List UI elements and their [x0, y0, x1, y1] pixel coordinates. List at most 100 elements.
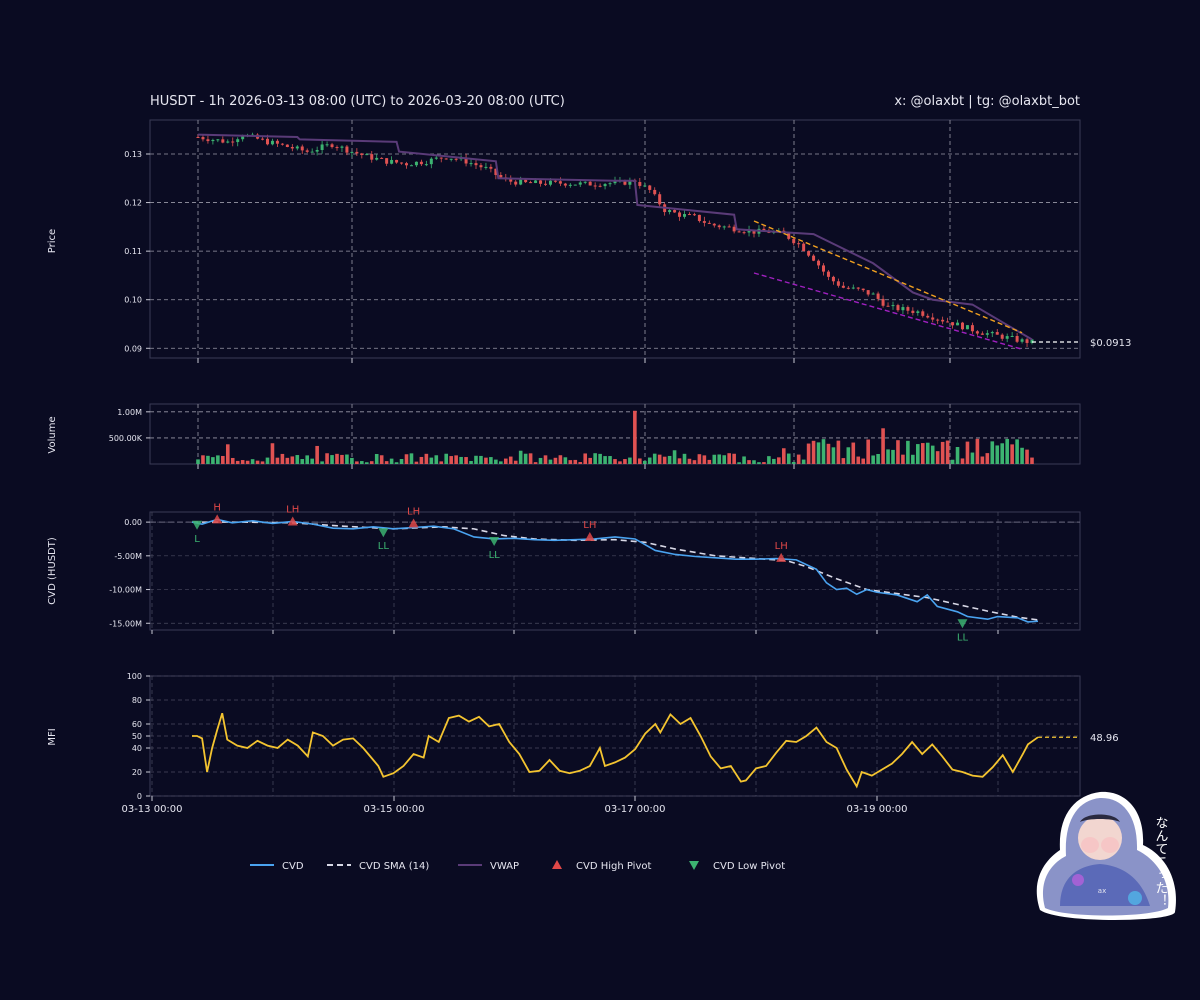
mfi-last-value-label: 48.96 — [1090, 733, 1119, 744]
legend-label-cvd: CVD — [282, 861, 304, 872]
candle-body — [290, 147, 294, 149]
volume-bar — [816, 442, 821, 464]
cvd-high-pivot-marker — [287, 516, 298, 526]
volume-bar — [995, 445, 1000, 464]
candle-body — [727, 226, 731, 228]
volume-bar — [980, 456, 985, 464]
volume-bar — [747, 460, 751, 464]
volume-bar — [657, 454, 662, 464]
volume-bar — [652, 453, 657, 464]
candle-body — [836, 281, 840, 286]
candle-body — [673, 210, 677, 213]
candle-body — [558, 181, 562, 184]
candle-body — [390, 159, 394, 164]
volume-bar — [399, 459, 404, 464]
volume-bar — [573, 459, 578, 464]
mfi-y-tick-label: 100 — [127, 672, 142, 681]
candle-body — [196, 137, 200, 138]
cvd-high-pivot-label: LH — [583, 520, 596, 531]
candle-body — [802, 243, 806, 252]
volume-bar — [340, 454, 344, 464]
cvd-low-pivot-marker — [378, 528, 389, 538]
candle-body — [916, 311, 920, 313]
volume-bar — [538, 457, 543, 464]
cvd-high-pivot-label: H — [213, 502, 221, 513]
candle-body — [752, 229, 756, 234]
candle-body — [226, 141, 230, 143]
volume-bar — [1000, 443, 1005, 464]
candle-body — [385, 158, 389, 164]
candle-body — [434, 157, 438, 159]
volume-bar — [409, 453, 414, 464]
candle-body — [985, 333, 989, 335]
volume-bar — [355, 461, 359, 464]
candle-body — [817, 260, 821, 266]
volume-bar — [211, 457, 215, 464]
mfi-plot: 0 20 40 50 60 80 100 48.96 — [127, 672, 1119, 801]
candle-body — [1030, 339, 1034, 343]
volume-bar — [722, 455, 727, 464]
volume-bar — [1025, 449, 1029, 464]
sticker-caption: なんてこった！ — [1153, 816, 1168, 907]
sticker-sparkle-right — [1128, 891, 1142, 905]
volume-bar — [697, 454, 702, 464]
candle-body — [206, 139, 210, 142]
candle-body — [787, 233, 791, 239]
volume-bar — [608, 456, 612, 464]
volume-bar — [712, 454, 717, 464]
volume-bar — [955, 447, 960, 464]
volume-bar — [891, 449, 895, 464]
sticker-sparkle-left — [1072, 874, 1084, 886]
mascot-sticker: ax なんてこった！ — [1036, 791, 1176, 920]
cvd-high-pivot-marker — [776, 552, 787, 562]
candle-body — [792, 238, 796, 244]
candle-body — [449, 158, 453, 160]
volume-bar — [464, 457, 468, 464]
cvd-high-pivot-label: LH — [407, 506, 420, 517]
price-y-tick-label: 0.11 — [124, 247, 142, 256]
price-panel — [149, 119, 1081, 359]
candle-body — [375, 157, 379, 160]
volume-bar — [732, 453, 736, 464]
candle-body — [623, 180, 627, 185]
volume-bar — [513, 460, 518, 464]
volume-bar — [583, 453, 588, 464]
volume-bar — [831, 447, 836, 464]
x-tick-label: 03-17 00:00 — [604, 804, 665, 815]
volume-bar — [896, 440, 900, 464]
volume-bar — [523, 453, 528, 464]
mfi-line — [192, 712, 1039, 789]
volume-bar — [206, 455, 210, 464]
volume-bar — [454, 455, 458, 464]
sticker-badge: ax — [1098, 887, 1106, 895]
candle-body — [861, 288, 865, 291]
mfi-y-tick-label: 0 — [137, 792, 142, 801]
volume-bar — [528, 453, 533, 464]
volume-bar — [647, 457, 652, 464]
candle-body — [668, 210, 672, 213]
volume-bar — [752, 460, 756, 464]
volume-bar — [876, 454, 880, 464]
volume-bar — [275, 457, 280, 464]
candle-body — [275, 140, 279, 144]
volume-bar — [345, 454, 349, 464]
cvd-axis-label: CVD (HUSDT) — [47, 537, 58, 605]
candle-body — [261, 138, 265, 140]
volume-y-tick-label: 1.00M — [117, 408, 142, 417]
volume-bar — [568, 460, 573, 464]
volume-bar — [245, 460, 250, 464]
x-tick-label: 03-19 00:00 — [846, 804, 907, 815]
volume-bar — [325, 453, 329, 464]
candle-body — [444, 158, 448, 160]
candle-body — [856, 287, 860, 289]
candle-body — [241, 136, 245, 140]
candle-body — [499, 174, 503, 178]
volume-bar — [682, 453, 687, 464]
cvd-panel — [149, 511, 1081, 631]
candle-body — [742, 232, 746, 234]
candle-body — [697, 214, 701, 222]
volume-bar — [250, 459, 255, 464]
volume-bar — [350, 457, 354, 464]
